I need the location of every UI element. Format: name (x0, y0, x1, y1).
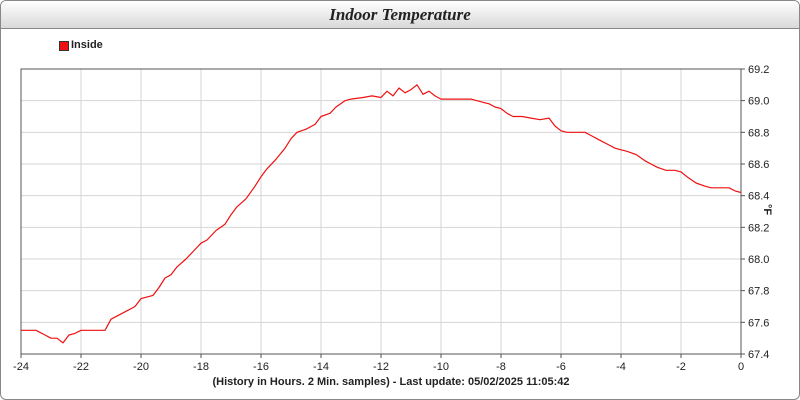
y-tick-label: 67.4 (748, 349, 769, 361)
y-tick-label: 68.4 (748, 191, 769, 203)
legend-swatch (59, 41, 69, 51)
x-tick-label: -20 (133, 361, 149, 373)
y-tick-label: 68.0 (748, 254, 769, 266)
y-tick-label: 68.8 (748, 127, 769, 139)
x-tick-label: -24 (13, 361, 29, 373)
x-tick-label: -22 (73, 361, 89, 373)
y-tick-label: 69.0 (748, 96, 769, 108)
x-tick-label: -14 (313, 361, 329, 373)
chart-title: Indoor Temperature (329, 5, 471, 24)
x-tick-label: -2 (676, 361, 686, 373)
x-axis-label: (History in Hours. 2 Min. samples) - Las… (212, 376, 570, 388)
y-tick-label: 67.8 (748, 286, 769, 298)
x-tick-label: -12 (373, 361, 389, 373)
y-tick-label: 69.2 (748, 64, 769, 76)
y-axis-label: °F (761, 204, 773, 216)
x-tick-label: -16 (253, 361, 269, 373)
x-tick-label: -4 (616, 361, 626, 373)
x-tick-label: -8 (496, 361, 506, 373)
x-tick-label: -6 (556, 361, 566, 373)
y-tick-label: 68.2 (748, 222, 769, 234)
series-line (21, 84, 742, 344)
legend-label: Inside (71, 39, 103, 51)
x-tick-label: 0 (738, 361, 744, 373)
x-tick-label: -10 (433, 361, 449, 373)
x-tick-label: -18 (193, 361, 209, 373)
title-bar: Indoor Temperature (1, 1, 799, 29)
y-tick-label: 68.6 (748, 159, 769, 171)
y-tick-label: 67.6 (748, 317, 769, 329)
